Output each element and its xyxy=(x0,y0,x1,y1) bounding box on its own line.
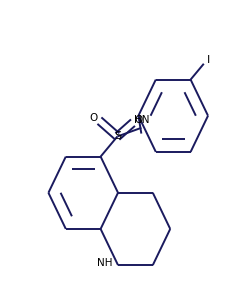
Text: O: O xyxy=(135,115,143,125)
Text: NH: NH xyxy=(97,258,113,268)
Text: I: I xyxy=(207,55,210,65)
Text: HN: HN xyxy=(134,115,149,125)
Text: S: S xyxy=(114,131,121,141)
Text: O: O xyxy=(89,113,98,123)
